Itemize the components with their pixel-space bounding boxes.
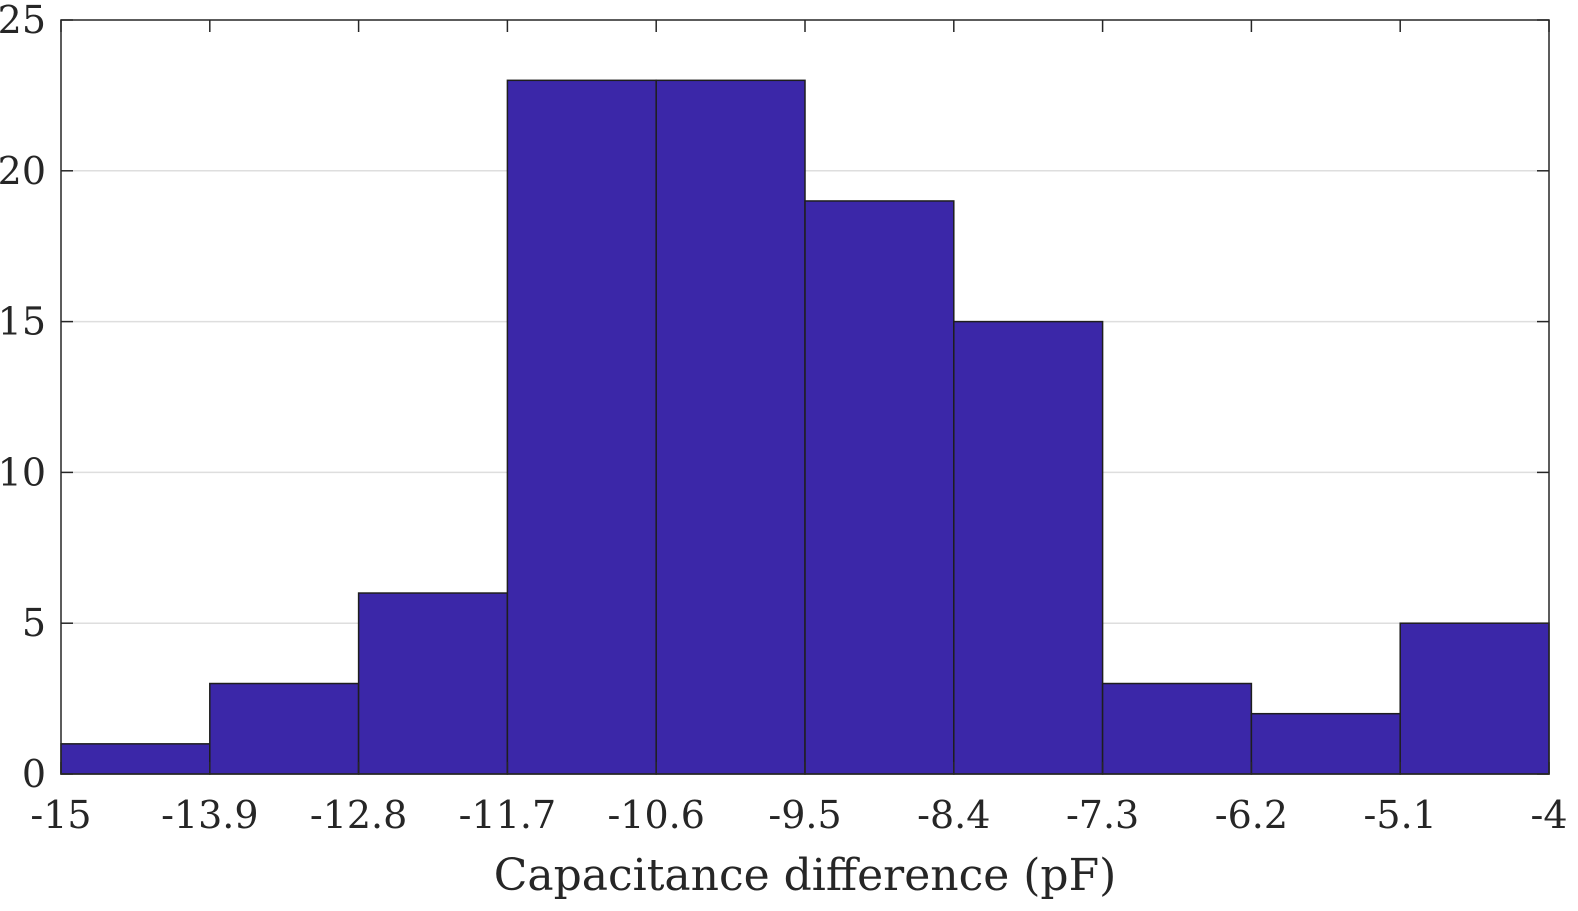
x-tick-label: -15 <box>30 793 91 837</box>
histogram-bar-6 <box>804 200 955 775</box>
tick-labels: -15 -13.9 -12.8 -11.7 -10.6 -9.5 -8.4 -7.3 -6.2 -… <box>0 0 1568 837</box>
histogram-bar-10 <box>1399 622 1550 775</box>
x-tick-label: -10.6 <box>607 793 704 837</box>
x-tick-label: -9.5 <box>768 793 841 837</box>
x-tick-label: -4 <box>1530 793 1567 837</box>
histogram-bar-8 <box>1101 682 1253 775</box>
y-tick-label: 15 <box>0 300 46 344</box>
histogram-bars <box>60 79 1550 775</box>
y-tick-label: 20 <box>0 149 46 193</box>
histogram-bar-2 <box>209 682 360 775</box>
x-tick-label: -6.2 <box>1215 793 1288 837</box>
x-tick-label: -5.1 <box>1364 793 1437 837</box>
histogram-bar-3 <box>357 592 509 775</box>
tick-marks <box>60 19 1550 775</box>
x-tick-label: -13.9 <box>161 793 258 837</box>
y-tick-label: 10 <box>0 450 46 494</box>
y-tick-label: 5 <box>22 601 46 645</box>
x-axis-label: Capacitance difference (pF) <box>494 850 1117 901</box>
y-tick-label: 0 <box>22 752 46 796</box>
histogram-bar-9 <box>1250 712 1401 775</box>
histogram-bar-1 <box>60 743 211 775</box>
x-tick-label: -12.8 <box>310 793 407 837</box>
y-tick-label: 25 <box>0 0 46 42</box>
x-tick-label: -8.4 <box>917 793 990 837</box>
x-tick-label: -7.3 <box>1066 793 1139 837</box>
histogram-bar-5 <box>655 79 806 775</box>
histogram-bar-4 <box>506 79 657 775</box>
histogram-bar-7 <box>953 320 1104 775</box>
x-tick-label: -11.7 <box>459 793 556 837</box>
